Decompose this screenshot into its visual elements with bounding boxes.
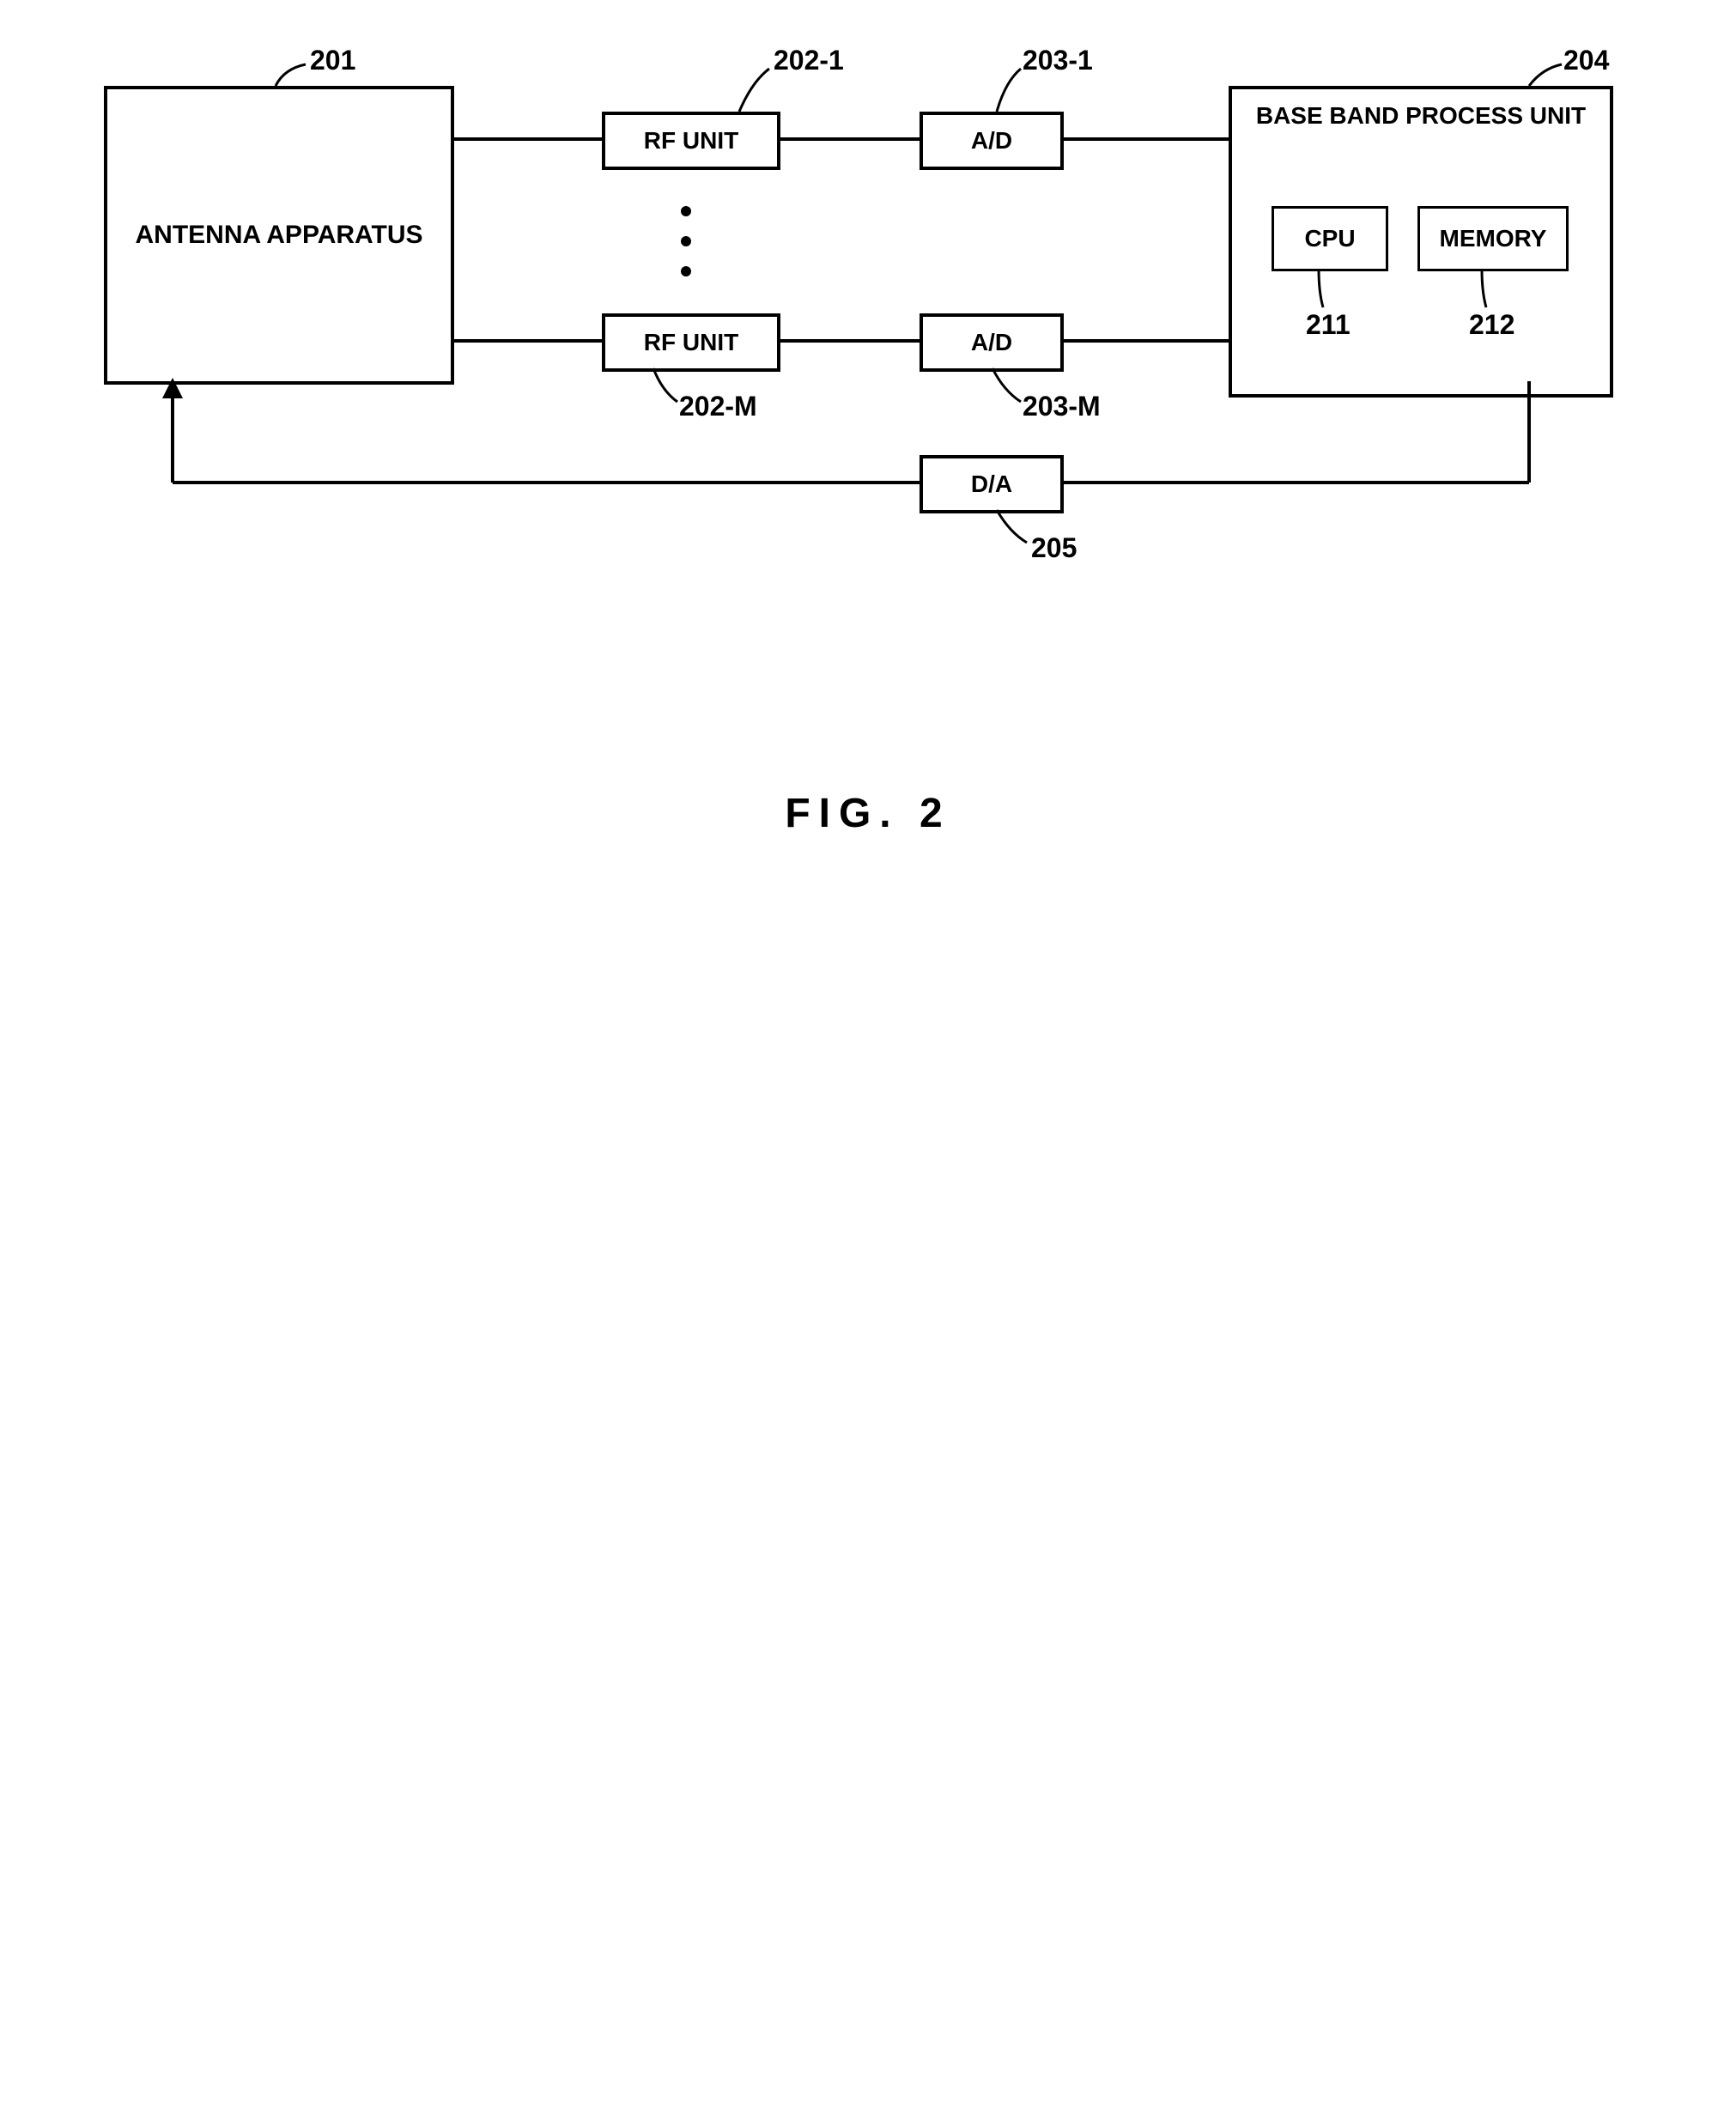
- rf-unit-1-label: RF UNIT: [644, 127, 738, 155]
- ad-m-block: A/D: [920, 313, 1064, 372]
- rf-unit-1-block: RF UNIT: [602, 112, 780, 170]
- ad-1-ref: 203-1: [1023, 45, 1093, 76]
- rf-unit-1-ref: 202-1: [774, 45, 844, 76]
- antenna-ref: 201: [310, 45, 355, 76]
- baseband-ref: 204: [1563, 45, 1609, 76]
- ad-1-label: A/D: [971, 127, 1012, 155]
- memory-label: MEMORY: [1440, 225, 1547, 252]
- da-ref: 205: [1031, 532, 1077, 564]
- memory-block: MEMORY: [1417, 206, 1569, 271]
- rf-unit-m-label: RF UNIT: [644, 329, 738, 356]
- da-label: D/A: [971, 471, 1012, 498]
- memory-ref: 212: [1469, 309, 1514, 341]
- cpu-label: CPU: [1304, 225, 1355, 252]
- baseband-label: BASE BAND PROCESS UNIT: [1239, 102, 1603, 130]
- cpu-ref: 211: [1306, 309, 1351, 341]
- ellipsis-dot: [681, 206, 691, 216]
- antenna-block: ANTENNA APPARATUS: [104, 86, 454, 385]
- ad-m-ref: 203-M: [1023, 391, 1101, 422]
- figure-caption: FIG. 2: [34, 790, 1702, 837]
- rf-unit-m-ref: 202-M: [679, 391, 757, 422]
- ellipsis-dot: [681, 266, 691, 276]
- da-block: D/A: [920, 455, 1064, 513]
- rf-unit-m-block: RF UNIT: [602, 313, 780, 372]
- antenna-label: ANTENNA APPARATUS: [136, 221, 423, 250]
- diagram-container: ANTENNA APPARATUS 201 RF UNIT 202-1 RF U…: [52, 34, 1684, 618]
- ellipsis-dot: [681, 236, 691, 246]
- ad-1-block: A/D: [920, 112, 1064, 170]
- cpu-block: CPU: [1272, 206, 1388, 271]
- ad-m-label: A/D: [971, 329, 1012, 356]
